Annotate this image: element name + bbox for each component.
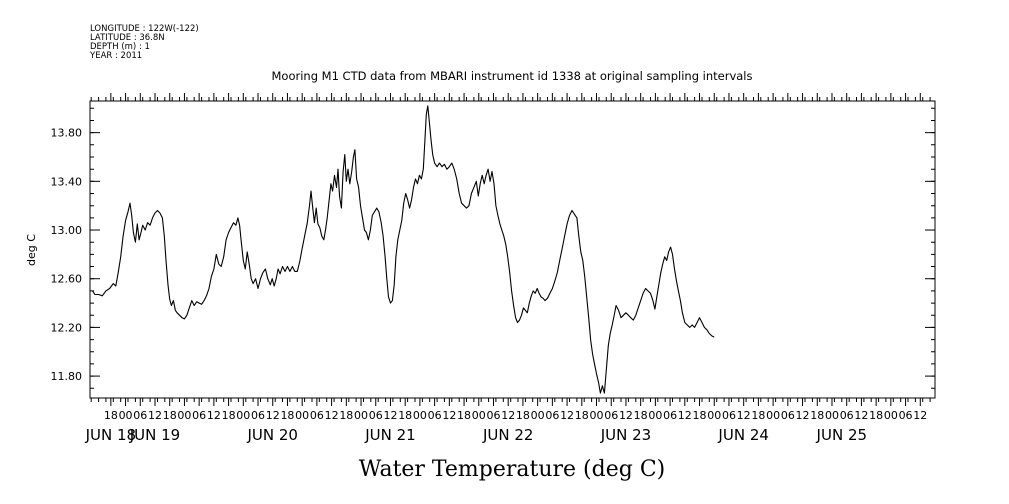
header-year: YEAR : 2011 <box>89 51 142 61</box>
x-day-label: JUN 23 <box>600 426 651 444</box>
x-tick-label: 06 <box>899 409 913 422</box>
y-axis-label: deg C <box>25 234 38 266</box>
x-tick-label: 00 <box>590 409 604 422</box>
x-tick-label: 00 <box>531 409 545 422</box>
x-tick-label: 06 <box>133 409 147 422</box>
x-tick-label: 18 <box>163 409 177 422</box>
header-longitude: LONGITUDE : 122W(-122) <box>90 24 199 34</box>
x-tick-label: 00 <box>295 409 309 422</box>
x-tick-label: 18 <box>339 409 353 422</box>
x-tick-label: 12 <box>325 409 339 422</box>
x-tick-label: 18 <box>693 409 707 422</box>
x-day-label: JUN 18 <box>85 426 136 444</box>
x-day-label: JUN 19 <box>129 426 180 444</box>
x-tick-label: 12 <box>560 409 574 422</box>
x-tick-label: 00 <box>648 409 662 422</box>
x-tick-label: 06 <box>604 409 618 422</box>
x-tick-label: 00 <box>119 409 133 422</box>
x-day-label: JUN 20 <box>246 426 297 444</box>
header-depth: DEPTH (m) : 1 <box>90 42 150 52</box>
x-tick-label: 12 <box>678 409 692 422</box>
x-tick-label: 12 <box>266 409 280 422</box>
x-tick-label: 06 <box>722 409 736 422</box>
x-tick-label: 00 <box>236 409 250 422</box>
x-tick-label: 12 <box>913 409 927 422</box>
x-tick-label: 00 <box>177 409 191 422</box>
x-tick-label: 06 <box>192 409 206 422</box>
x-tick-label: 06 <box>369 409 383 422</box>
y-tick-label: 13.00 <box>51 224 83 237</box>
y-tick-label: 11.80 <box>51 370 83 383</box>
x-axis-label: Water Temperature (deg C) <box>359 457 666 482</box>
x-day-label: JUN 25 <box>816 426 867 444</box>
x-tick-label: 06 <box>545 409 559 422</box>
x-tick-label: 18 <box>457 409 471 422</box>
x-tick-label: 18 <box>222 409 236 422</box>
x-tick-label: 06 <box>663 409 677 422</box>
x-tick-label: 12 <box>619 409 633 422</box>
x-day-label: JUN 24 <box>717 426 768 444</box>
x-tick-label: 18 <box>869 409 883 422</box>
x-day-label: JUN 22 <box>482 426 533 444</box>
x-tick-label: 06 <box>251 409 265 422</box>
x-tick-label: 00 <box>825 409 839 422</box>
x-tick-label: 12 <box>148 409 162 422</box>
x-minor-ticks <box>90 97 931 402</box>
x-tick-label: 18 <box>398 409 412 422</box>
x-tick-label: 00 <box>354 409 368 422</box>
x-tick-label: 12 <box>383 409 397 422</box>
x-tick-label: 12 <box>501 409 515 422</box>
x-tick-label: 18 <box>751 409 765 422</box>
y-tick-label: 13.40 <box>51 175 83 188</box>
x-tick-label: 00 <box>707 409 721 422</box>
x-tick-label: 00 <box>413 409 427 422</box>
x-tick-label: 18 <box>104 409 118 422</box>
x-tick-label: 18 <box>575 409 589 422</box>
x-tick-label: 12 <box>796 409 810 422</box>
x-tick-label: 18 <box>810 409 824 422</box>
x-day-label: JUN 21 <box>364 426 415 444</box>
series-line-water-temperature <box>92 105 715 394</box>
x-tick-label: 18 <box>280 409 294 422</box>
y-tick-label: 12.20 <box>51 321 83 334</box>
plot-area: 18 00 06 12 18 00 06 12 18 00 06 12 18 00 06 12 18 00 06 12… <box>51 93 936 444</box>
chart-title: Mooring M1 CTD data from MBARI instrumen… <box>272 69 753 83</box>
x-tick-label: 06 <box>486 409 500 422</box>
x-tick-label: 00 <box>766 409 780 422</box>
x-tick-label: 12 <box>854 409 868 422</box>
y-tick-label: 13.80 <box>51 127 83 140</box>
x-tick-label: 12 <box>207 409 221 422</box>
y-tick-label: 12.60 <box>51 273 83 286</box>
x-tick-label: 06 <box>310 409 324 422</box>
header-block: LONGITUDE : 122W(-122) LATITUDE : 36.8N … <box>89 24 199 61</box>
x-tick-label: 06 <box>428 409 442 422</box>
plot-frame <box>89 100 936 399</box>
x-tick-label: 06 <box>840 409 854 422</box>
x-tick-label: 12 <box>737 409 751 422</box>
y-minor-ticks <box>90 107 935 389</box>
x-tick-label: 06 <box>781 409 795 422</box>
x-tick-label: 12 <box>442 409 456 422</box>
x-tick-label: 18 <box>634 409 648 422</box>
header-latitude: LATITUDE : 36.8N <box>90 33 165 43</box>
x-tick-label: 00 <box>884 409 898 422</box>
x-tick-label: 18 <box>516 409 530 422</box>
x-tick-label: 00 <box>472 409 486 422</box>
